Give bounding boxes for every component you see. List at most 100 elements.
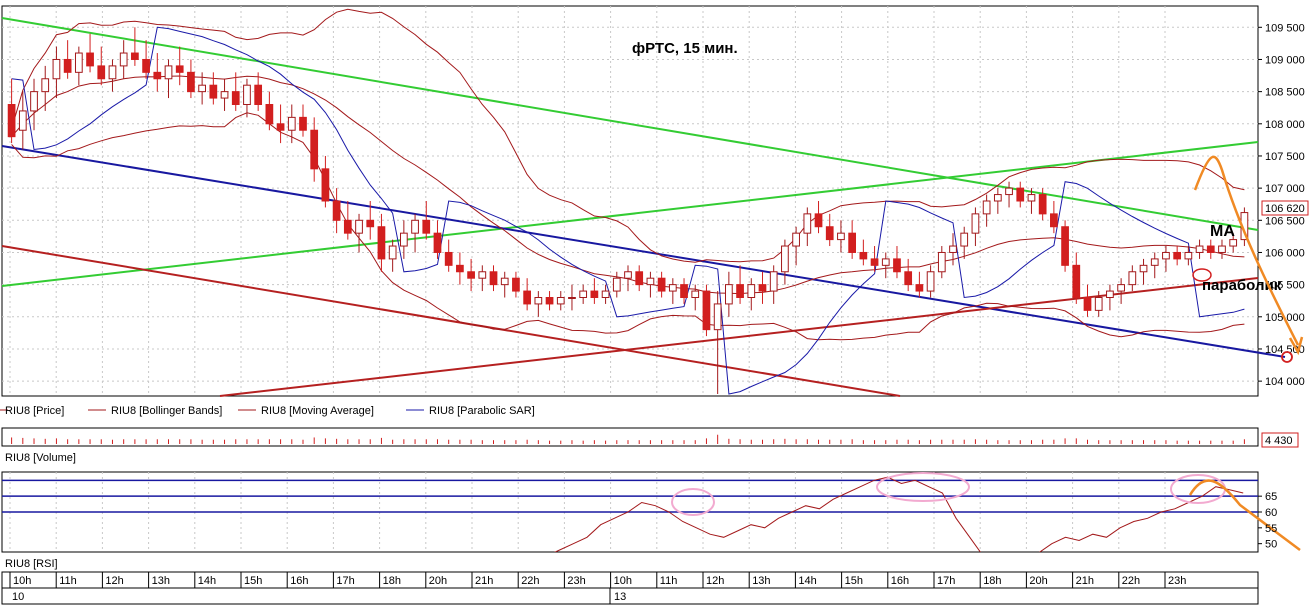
candle (848, 220, 857, 259)
candle-body (960, 232, 969, 247)
time-axis-label: 12h (706, 575, 724, 587)
candle (422, 201, 431, 240)
candle-body (612, 277, 621, 292)
candle (478, 265, 487, 292)
candle-body (411, 219, 419, 234)
price-forecast-arrowhead (1288, 336, 1304, 356)
candle (691, 284, 700, 311)
candle (489, 265, 498, 292)
green-trendline-rising (1, 141, 1259, 287)
candle-body (478, 271, 487, 279)
candle-body (366, 219, 375, 228)
candle (1106, 284, 1114, 311)
candle (187, 59, 195, 99)
candle (579, 284, 588, 304)
candle (747, 278, 756, 311)
sar-highlight-ellipse (1192, 268, 1212, 282)
candle-body (220, 91, 229, 99)
time-axis-label: 22h (1122, 575, 1140, 587)
candle (377, 213, 386, 272)
candle-body (97, 65, 106, 80)
candle (1218, 239, 1226, 259)
candle (86, 33, 94, 73)
candle (904, 258, 913, 292)
candle-body (153, 71, 162, 80)
candle-body (1206, 245, 1215, 253)
time-axis-label: 11h (59, 575, 77, 587)
candle (1195, 239, 1204, 259)
candle-body (590, 290, 599, 299)
price-axis: 109 500 109 000 108 500 108 000 107 500 107 0… (1258, 22, 1305, 388)
candle-body (1128, 271, 1137, 286)
sar-label: параболик (1202, 277, 1282, 294)
candle-body (52, 58, 61, 80)
candle (534, 291, 543, 317)
candle (153, 53, 162, 92)
candle (769, 265, 778, 304)
time-axis-label: 14h (198, 575, 216, 587)
rsi-axis-label: 55 (1265, 523, 1277, 535)
price-axis-label: 107 500 (1265, 151, 1305, 163)
candle-body (1229, 239, 1238, 247)
candle-body (545, 297, 554, 305)
candle (1173, 246, 1182, 266)
candle-body (1038, 194, 1047, 215)
time-axis-label: 23h (567, 575, 585, 587)
candle (63, 40, 72, 79)
candle (1128, 265, 1137, 292)
candle (713, 291, 722, 394)
blue-trendline (1, 145, 1286, 358)
time-axis-label: 17h (336, 575, 354, 587)
candle (870, 246, 879, 272)
bollinger-lower-line (11, 112, 1245, 341)
candle-body (299, 116, 307, 131)
candle (30, 78, 38, 131)
candle (355, 213, 363, 253)
candle (781, 239, 789, 285)
candle-body (993, 194, 1002, 202)
rsi-axis: 65 60 55 50 (1258, 491, 1277, 551)
time-axis-label: 15h (845, 575, 863, 587)
time-axis-label: 11h (660, 575, 678, 587)
bollinger-upper-line (11, 8, 1245, 263)
candle (624, 265, 632, 292)
candle-body (837, 232, 845, 241)
candle (7, 78, 16, 144)
candle-body (1162, 251, 1170, 260)
candle-body (904, 271, 913, 286)
time-axis-label: 10h (614, 575, 632, 587)
candle (512, 271, 520, 298)
time-axis: 10h 11h 12h 13h 14h 15h 16h 17h 18h 20h 21h 22h 23h 1… (9, 572, 1186, 588)
rsi-axis-label: 60 (1265, 507, 1277, 519)
candle (108, 59, 117, 92)
candle-body (848, 232, 857, 253)
candle-body (1150, 258, 1159, 266)
candle-body (7, 104, 16, 138)
candle-body (209, 84, 218, 99)
candle (321, 155, 330, 208)
legend-price: RIU8 [Price] (5, 405, 64, 417)
rsi-axis-label: 50 (1265, 539, 1277, 551)
candle (680, 278, 688, 304)
price-axis-label: 104 000 (1265, 376, 1305, 388)
candle-body (1094, 297, 1103, 311)
candle-body (512, 277, 520, 292)
candle-body (1139, 264, 1148, 273)
candle-body (556, 297, 565, 305)
candle (119, 40, 128, 79)
candle (949, 233, 957, 266)
price-axis-label: 109 000 (1265, 54, 1305, 66)
candle (915, 271, 924, 298)
candle (411, 213, 419, 253)
price-axis-label: 107 000 (1265, 183, 1305, 195)
candle (825, 213, 834, 247)
candle (1150, 252, 1159, 279)
candle (937, 246, 946, 279)
candle-body (1184, 251, 1193, 260)
candle (1184, 246, 1193, 266)
ma-label: MA (1210, 223, 1235, 240)
time-axis-label: 13h (152, 575, 170, 587)
time-axis-label: 18h (983, 575, 1001, 587)
candle (590, 278, 599, 304)
